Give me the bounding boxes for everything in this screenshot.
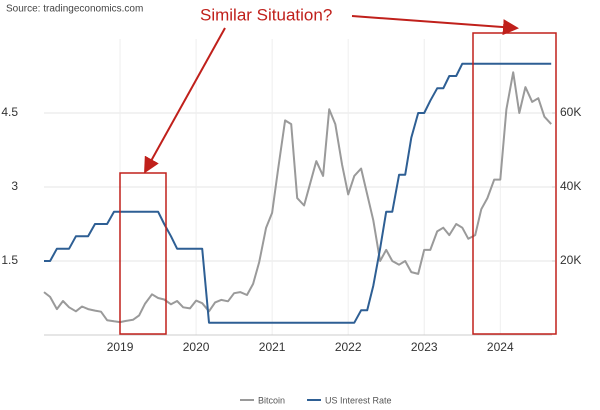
highlight-box <box>119 172 167 335</box>
source: Source: tradingeconomics.com <box>6 4 143 15</box>
x-tick-label: 2020 <box>183 340 210 354</box>
y2-tick-label: 60K <box>560 105 581 119</box>
y2-tick-label: 20K <box>560 253 581 267</box>
y2-tick-label: 40K <box>560 179 581 193</box>
grid <box>44 39 555 336</box>
arrow <box>144 27 226 174</box>
annotation: Similar Situation? <box>200 5 332 24</box>
y-tick-label: 3 <box>11 179 18 193</box>
y-tick-label: 4.5 <box>1 105 18 119</box>
x-tick-label: 2021 <box>259 340 286 354</box>
line-series <box>43 71 552 324</box>
x-tick-label: 2022 <box>335 340 362 354</box>
line-series <box>44 62 552 324</box>
legend-label: Bitcoin <box>258 395 285 405</box>
arrow <box>351 15 519 36</box>
y-tick-label: 1.5 <box>1 253 18 267</box>
x-tick-label: 2024 <box>487 340 514 354</box>
lines <box>43 62 552 324</box>
x-tick-label: 2023 <box>411 340 438 354</box>
legend-label: US Interest Rate <box>325 395 392 405</box>
x-tick-label: 2019 <box>107 340 134 354</box>
